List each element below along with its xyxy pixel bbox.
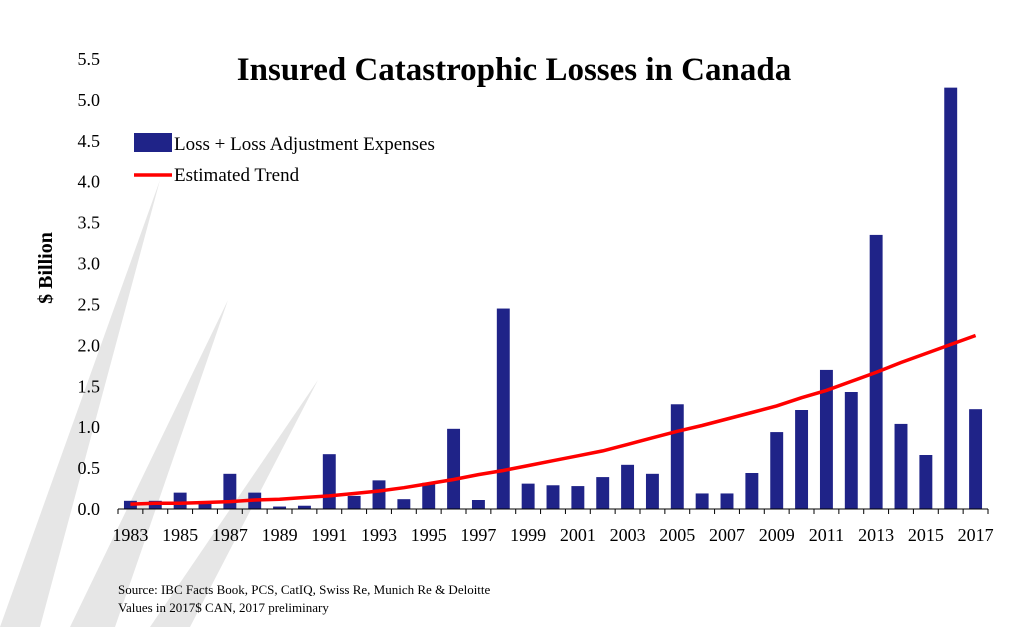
x-tick-label: 1997 [460, 525, 496, 545]
bar-2000 [546, 485, 560, 509]
source-note: Source: IBC Facts Book, PCS, CatIQ, Swis… [118, 582, 491, 597]
x-tick-label: 2005 [659, 525, 695, 545]
bar-2006 [695, 493, 709, 509]
x-tick-label: 2003 [610, 525, 646, 545]
chart-title: Insured Catastrophic Losses in Canada [237, 52, 791, 88]
bar-2008 [745, 473, 759, 509]
bar-2011 [819, 369, 833, 509]
bar-1992 [347, 495, 361, 509]
bar-1993 [372, 480, 386, 509]
bar-1994 [397, 499, 411, 509]
bar-series [123, 87, 983, 510]
bar-2010 [795, 410, 809, 509]
bar-2002 [596, 477, 610, 509]
bar-2017 [969, 409, 983, 509]
bar-2016 [944, 87, 958, 510]
y-axis-label: $ Billion [35, 232, 57, 304]
x-tick-label: 1989 [262, 525, 298, 545]
bar-1989 [273, 506, 287, 509]
bar-2012 [844, 392, 858, 509]
bar-2004 [645, 473, 659, 509]
bar-1985 [173, 492, 187, 509]
y-tick-label: 5.5 [78, 49, 101, 69]
x-tick-label: 2017 [958, 525, 994, 545]
bar-1999 [521, 483, 535, 509]
legend-label-bars: Loss + Loss Adjustment Expenses [174, 134, 435, 155]
x-tick-label: 2001 [560, 525, 596, 545]
y-tick-label: 1.0 [78, 417, 101, 437]
bar-1990 [297, 505, 311, 509]
bar-2005 [670, 404, 684, 509]
bar-2001 [571, 486, 585, 509]
x-tick-label: 2007 [709, 525, 745, 545]
x-tick-label: 2009 [759, 525, 795, 545]
x-tick-label: 2015 [908, 525, 944, 545]
bar-1987 [223, 473, 237, 509]
bar-2007 [720, 493, 734, 509]
x-axis-ticks: 1983 1985 1987 1989 1991 1993 1995 1997 1999 2001… [112, 509, 994, 545]
y-tick-label: 4.5 [78, 131, 101, 151]
trend-line [130, 333, 977, 506]
bar-1997 [471, 500, 485, 509]
y-tick-label: 2.0 [78, 335, 101, 355]
bar-1991 [322, 454, 336, 509]
y-tick-label: 5.0 [78, 90, 101, 110]
bar-2014 [894, 423, 908, 509]
y-tick-label: 0.0 [78, 499, 101, 519]
bar-1995 [422, 482, 436, 509]
y-tick-label: 4.0 [78, 172, 101, 192]
bar-2015 [919, 455, 933, 509]
y-axis-ticks: 0.0 0.5 1.0 1.5 2.0 2.5 3.0 3.5 4.0 4.5 5.0 5.5 [78, 49, 101, 519]
x-tick-label: 1983 [112, 525, 148, 545]
bar-1986 [198, 501, 212, 509]
bar-1996 [447, 428, 461, 509]
bar-2003 [621, 464, 635, 509]
y-tick-label: 1.5 [78, 376, 101, 396]
x-tick-label: 2011 [809, 525, 844, 545]
values-note: Values in 2017$ CAN, 2017 preliminary [118, 600, 329, 615]
y-tick-label: 3.5 [78, 213, 101, 233]
y-tick-label: 3.0 [78, 254, 101, 274]
x-tick-label: 1993 [361, 525, 397, 545]
x-tick-label: 1985 [162, 525, 198, 545]
y-tick-label: 0.5 [78, 458, 101, 478]
x-tick-label: 1991 [311, 525, 347, 545]
x-tick-label: 1999 [510, 525, 546, 545]
y-tick-label: 2.5 [78, 294, 101, 314]
x-tick-label: 1995 [411, 525, 447, 545]
legend: Loss + Loss Adjustment Expenses Estimate… [134, 133, 435, 186]
x-tick-label: 2013 [858, 525, 894, 545]
x-tick-label: 1987 [212, 525, 248, 545]
bar-1998 [496, 308, 510, 509]
bar-2009 [770, 432, 784, 509]
legend-label-trend: Estimated Trend [174, 165, 300, 186]
legend-swatch-bars [134, 133, 172, 152]
